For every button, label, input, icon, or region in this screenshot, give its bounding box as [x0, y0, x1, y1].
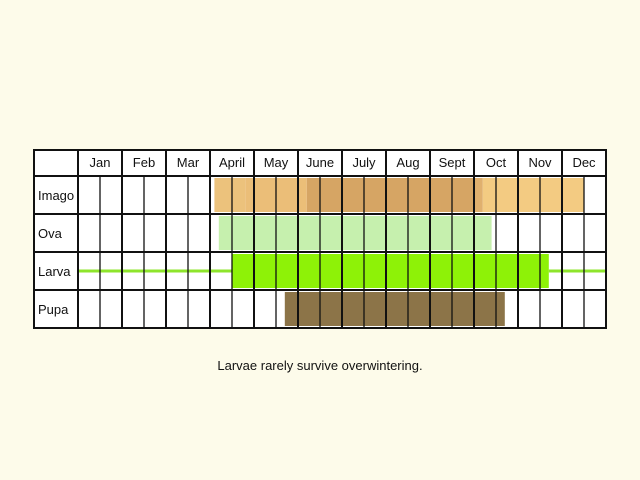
stage-label: Ova: [38, 226, 63, 241]
month-label: Mar: [177, 155, 200, 170]
month-label: Dec: [572, 155, 596, 170]
stage-label: Imago: [38, 188, 74, 203]
period-bar-imago-0: [214, 178, 246, 212]
month-label: April: [219, 155, 245, 170]
month-label: Jan: [90, 155, 111, 170]
month-label: Nov: [528, 155, 552, 170]
month-label: Oct: [486, 155, 507, 170]
month-label: Aug: [396, 155, 419, 170]
stage-label: Pupa: [38, 302, 69, 317]
period-bar-pupa-0: [284, 292, 505, 326]
period-bar-imago-4: [482, 178, 584, 212]
month-label: June: [306, 155, 334, 170]
grid-border: [33, 149, 607, 329]
month-label: Sept: [439, 155, 466, 170]
period-bar-larva-0: [232, 254, 549, 288]
month-label: July: [352, 155, 376, 170]
month-label: May: [264, 155, 289, 170]
period-bar-imago-2: [306, 178, 474, 212]
period-bar-ova-0: [218, 216, 492, 250]
period-bar-imago-3: [474, 178, 483, 212]
stage-label: Larva: [38, 264, 71, 279]
month-label: Feb: [133, 155, 155, 170]
caption: Larvae rarely survive overwintering.: [217, 358, 423, 373]
